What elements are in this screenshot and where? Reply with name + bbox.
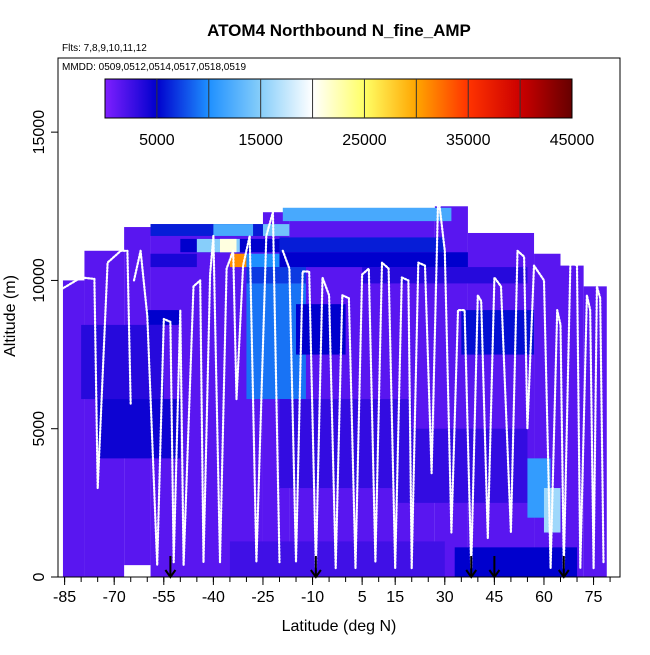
y-axis: 0 5000 10000 15000 xyxy=(31,110,58,581)
flights-note: Flts: 7,8,9,10,11,12 xyxy=(62,43,147,54)
y-tick-label: 5000 xyxy=(31,411,48,447)
heatmap-cell xyxy=(279,252,468,268)
flight-track xyxy=(60,249,132,490)
x-tick-label: 45 xyxy=(485,589,503,606)
y-axis-label: Altitude (m) xyxy=(2,275,19,357)
heatmap-cell xyxy=(454,547,578,577)
colorbar-tick-label: 5000 xyxy=(139,132,175,149)
chart-title: ATOM4 Northbound N_fine_AMP xyxy=(207,21,471,40)
colorbar-tick-label: 15000 xyxy=(238,132,283,149)
heatmap-cell xyxy=(262,224,290,236)
heatmap-cell xyxy=(395,428,528,503)
colorbar-tick-label: 35000 xyxy=(446,132,491,149)
x-tick-label: 75 xyxy=(585,589,603,606)
heatmap-column xyxy=(62,280,85,577)
x-tick-label: 15 xyxy=(386,589,404,606)
x-tick-label: -85 xyxy=(53,589,76,606)
flight-track-layer xyxy=(60,193,605,570)
heatmap-cell xyxy=(279,399,412,489)
heatmap-cell xyxy=(461,310,535,355)
heatmap-cell xyxy=(213,224,254,236)
heatmap-cell xyxy=(147,310,181,325)
x-tick-label: 30 xyxy=(436,589,454,606)
x-tick-label: 5 xyxy=(358,589,367,606)
colorbar-tick-label: 25000 xyxy=(342,132,387,149)
heatmap-cell xyxy=(219,238,237,253)
x-tick-label: -40 xyxy=(202,589,225,606)
heatmap-cell xyxy=(279,237,445,253)
x-tick-label: -25 xyxy=(251,589,274,606)
plot-frame xyxy=(57,57,621,578)
colorbar: 5000 15000 25000 35000 45000 xyxy=(104,78,595,149)
colorbar-tick-label: 45000 xyxy=(550,132,595,149)
colorbar-fill xyxy=(104,78,573,119)
x-tick-label: -70 xyxy=(103,589,126,606)
heatmap-cell xyxy=(81,324,164,400)
x-tick-label: -55 xyxy=(152,589,175,606)
heatmap-cell xyxy=(97,399,181,459)
heatmap-cell xyxy=(150,253,197,268)
y-tick-label: 10000 xyxy=(31,258,48,303)
x-tick-label: 60 xyxy=(535,589,553,606)
heatmap-cell xyxy=(246,267,306,284)
y-tick-label: 15000 xyxy=(31,110,48,155)
x-axis: -85 -70 -55 -40 -25 -10 5 15 30 45 60 75 xyxy=(53,577,611,606)
heatmap-cell xyxy=(229,541,445,577)
flight-track xyxy=(281,193,605,570)
dates-note: MMDD: 0509,0512,0514,0517,0518,0519 xyxy=(62,62,246,73)
y-tick-label: 0 xyxy=(31,572,48,581)
x-axis-label: Latitude (deg N) xyxy=(282,618,397,635)
heatmap-cell xyxy=(282,207,452,222)
heatmap-cell xyxy=(246,253,280,268)
flight-track xyxy=(132,211,281,567)
x-tick-label: -10 xyxy=(301,589,324,606)
